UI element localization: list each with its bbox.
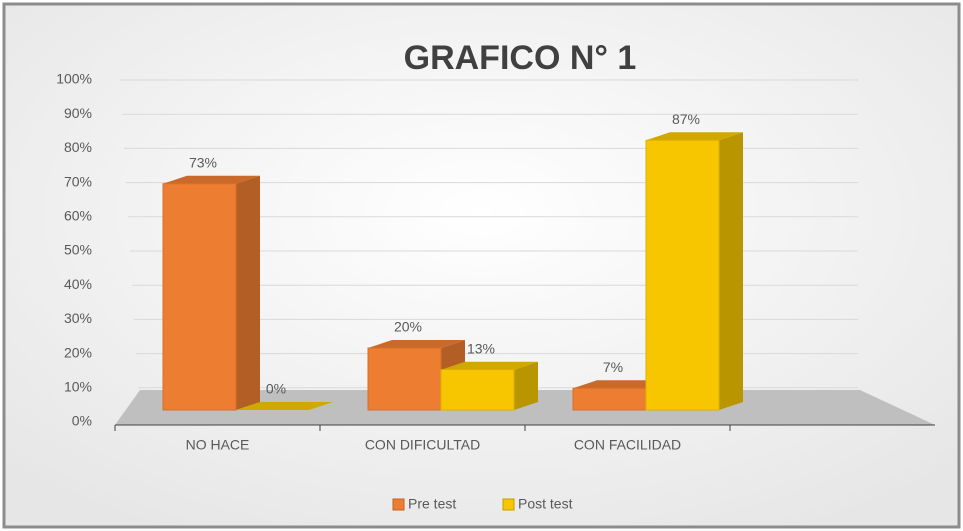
bar-face: [163, 175, 260, 184]
legend-swatch: [502, 498, 515, 511]
bar-face: [368, 340, 465, 348]
bar-face: [162, 183, 237, 411]
y-tick-label: 40%: [64, 276, 92, 292]
bar-face: [646, 132, 743, 141]
legend-swatch: [392, 498, 405, 511]
legend-label: Pre test: [408, 496, 456, 512]
bar-face: [236, 402, 333, 410]
y-tick-label: 60%: [64, 208, 92, 224]
x-tick-label: NO HACE: [186, 437, 250, 453]
bar: [236, 402, 333, 410]
chart-title: GRAFICO N° 1: [404, 39, 637, 77]
y-tick-label: 80%: [64, 139, 92, 155]
bar-face: [514, 361, 538, 410]
y-tick-label: 20%: [64, 344, 92, 360]
y-tick-label: 70%: [64, 173, 92, 189]
bar-face: [441, 361, 538, 370]
bar: [440, 361, 538, 411]
bar: [645, 132, 743, 411]
bar-face: [572, 387, 647, 411]
bar-face: [645, 139, 720, 411]
value-label: 87%: [672, 111, 700, 127]
bar-face: [440, 369, 515, 411]
bar: [162, 175, 260, 411]
x-tick-label: CON DIFICULTAD: [365, 437, 480, 453]
legend-label: Post test: [518, 496, 573, 512]
y-tick-label: 90%: [64, 105, 92, 121]
value-label: 13%: [467, 340, 495, 356]
value-label: 7%: [603, 359, 623, 375]
bar-face: [719, 132, 743, 411]
x-tick-label: CON FACILIDAD: [574, 437, 681, 453]
value-label: 0%: [266, 381, 286, 397]
value-label: 20%: [394, 319, 422, 335]
y-tick-label: 30%: [64, 310, 92, 326]
bar-face: [367, 347, 442, 411]
value-label: 73%: [189, 154, 217, 170]
y-tick-label: 0%: [72, 413, 92, 429]
y-tick-label: 50%: [64, 242, 92, 258]
y-tick-label: 10%: [64, 379, 92, 395]
y-tick-label: 100%: [56, 71, 92, 87]
bar-face: [236, 175, 260, 410]
